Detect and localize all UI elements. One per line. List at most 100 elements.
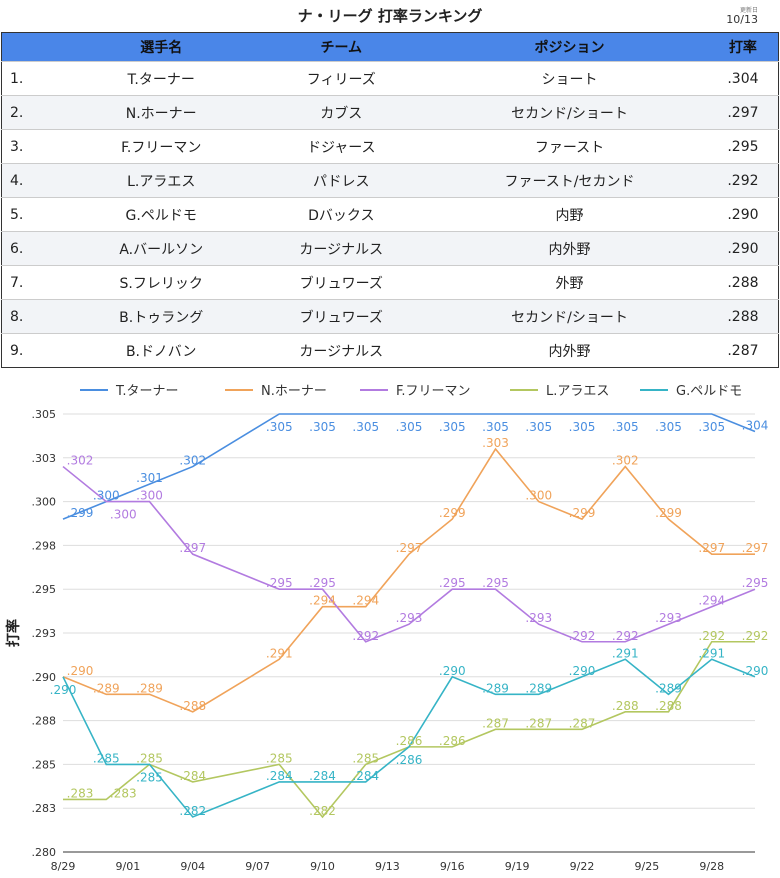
cell-position: セカンド/ショート <box>431 299 708 334</box>
cell-team: ドジャース <box>251 129 432 164</box>
data-label: .303 <box>482 436 509 450</box>
data-label: .284 <box>179 769 206 783</box>
table-row: 9. B.ドノバン カージナルス 内外野 .287 <box>1 333 779 368</box>
cell-rank: 9. <box>1 333 71 368</box>
data-label: .285 <box>266 751 293 765</box>
data-label: .302 <box>612 454 639 468</box>
header-avg: 打率 <box>707 32 779 62</box>
cell-team: ブリュワーズ <box>251 299 432 334</box>
cell-rank: 1. <box>1 61 71 96</box>
data-label: .299 <box>569 506 596 520</box>
data-label: .294 <box>698 594 725 608</box>
data-label: .305 <box>396 420 423 434</box>
cell-position: 内外野 <box>431 333 708 368</box>
cell-team: カージナルス <box>251 333 432 368</box>
data-label: .282 <box>309 804 336 818</box>
header-rank <box>1 32 71 62</box>
series-line <box>62 658 756 818</box>
x-tick-label: 9/22 <box>570 860 595 873</box>
data-label: .289 <box>136 681 163 695</box>
data-label: .293 <box>396 611 423 625</box>
table-row: 4. L.アラエス パドレス ファースト/セカンド .292 <box>1 163 779 198</box>
y-tick-label: .288 <box>32 715 57 728</box>
updated-info: 更新日 10/13 <box>726 7 758 26</box>
data-label: .292 <box>612 629 639 643</box>
data-label: .305 <box>525 420 552 434</box>
cell-team: フィリーズ <box>251 61 432 96</box>
cell-avg: .292 <box>707 163 779 198</box>
cell-name: B.トゥラング <box>71 299 252 334</box>
cell-name: T.ターナー <box>71 61 252 96</box>
x-tick-label: 9/28 <box>699 860 724 873</box>
data-label: .290 <box>439 664 466 678</box>
updated-label: 更新日 <box>739 7 758 14</box>
data-label: .286 <box>396 734 423 748</box>
y-tick-label: .285 <box>32 758 57 771</box>
data-label: .292 <box>352 629 379 643</box>
cell-name: B.ドノバン <box>71 333 252 368</box>
data-label: .283 <box>110 786 137 800</box>
cell-avg: .290 <box>707 197 779 232</box>
data-label: .297 <box>742 541 769 555</box>
data-label: .285 <box>352 751 379 765</box>
cell-avg: .290 <box>707 231 779 266</box>
cell-avg: .288 <box>707 299 779 334</box>
data-label: .293 <box>655 611 682 625</box>
page-title: ナ・リーグ 打率ランキング <box>297 7 483 25</box>
y-tick-label: .305 <box>32 408 57 421</box>
data-label: .292 <box>569 629 596 643</box>
cell-rank: 4. <box>1 163 71 198</box>
data-label: .299 <box>439 506 466 520</box>
cell-name: G.ペルドモ <box>71 197 252 232</box>
data-label: .284 <box>266 769 293 783</box>
table-row: 1. T.ターナー フィリーズ ショート .304 <box>1 61 779 96</box>
x-tick-label: 9/25 <box>635 860 660 873</box>
header-position: ポジション <box>431 32 708 62</box>
data-label: .305 <box>439 420 466 434</box>
data-label: .290 <box>742 664 769 678</box>
y-tick-label: .303 <box>32 452 57 465</box>
data-label: .287 <box>569 716 596 730</box>
y-tick-label: .300 <box>32 496 57 509</box>
header-name: 選手名 <box>71 32 252 62</box>
x-tick-label: 9/10 <box>310 860 335 873</box>
data-label: .288 <box>179 699 206 713</box>
x-tick-label: 8/29 <box>51 860 76 873</box>
legend-label: G.ペルドモ <box>676 384 742 399</box>
cell-position: セカンド/ショート <box>431 95 708 130</box>
data-label: .295 <box>439 576 466 590</box>
cell-position: 外野 <box>431 265 708 300</box>
data-label: .287 <box>482 716 509 730</box>
data-label: .300 <box>93 489 120 503</box>
data-label: .294 <box>309 594 336 608</box>
data-label: .282 <box>179 804 206 818</box>
data-label: .290 <box>569 664 596 678</box>
header-team: チーム <box>251 32 432 62</box>
cell-position: ショート <box>431 61 708 96</box>
data-label: .287 <box>525 716 552 730</box>
cell-team: カージナルス <box>251 231 432 266</box>
data-label: .302 <box>179 454 206 468</box>
data-label: .304 <box>742 419 769 433</box>
y-tick-label: .290 <box>32 671 57 684</box>
data-label: .295 <box>266 576 293 590</box>
data-label: .295 <box>742 576 769 590</box>
data-label: .289 <box>93 681 120 695</box>
x-tick-label: 9/04 <box>180 860 205 873</box>
cell-team: パドレス <box>251 163 432 198</box>
series-line <box>62 413 756 520</box>
cell-rank: 2. <box>1 95 71 130</box>
x-tick-label: 9/19 <box>505 860 530 873</box>
cell-name: A.バールソン <box>71 231 252 266</box>
cell-name: N.ホーナー <box>71 95 252 130</box>
table-row: 8. B.トゥラング ブリュワーズ セカンド/ショート .288 <box>1 299 779 334</box>
x-tick-label: 9/13 <box>375 860 400 873</box>
y-tick-label: .280 <box>32 846 57 859</box>
data-label: .295 <box>309 576 336 590</box>
data-label: .305 <box>352 420 379 434</box>
cell-position: 内野 <box>431 197 708 232</box>
data-label: .294 <box>352 594 379 608</box>
cell-name: L.アラエス <box>71 163 252 198</box>
cell-position: ファースト <box>431 129 708 164</box>
data-label: .290 <box>50 683 77 697</box>
